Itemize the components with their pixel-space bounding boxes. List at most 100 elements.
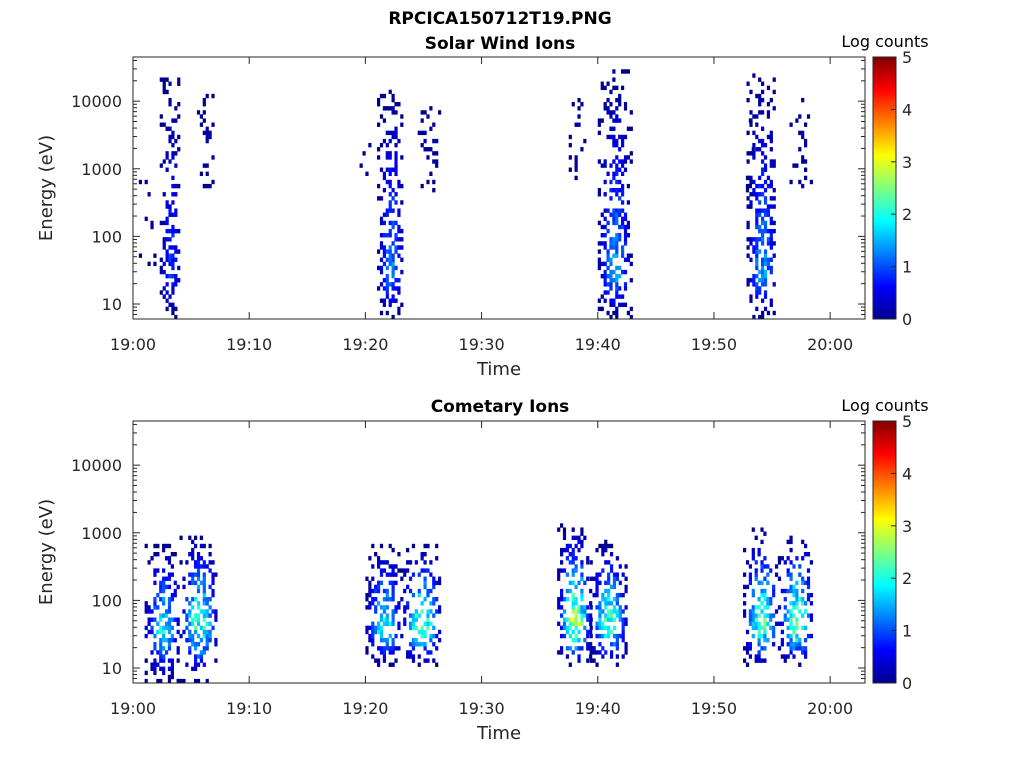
spectrogram-cell (745, 584, 750, 590)
spectrogram-cell (438, 609, 442, 614)
spectrogram-cell (786, 654, 790, 659)
spectrogram-cell (408, 650, 413, 655)
spectrogram-cell (167, 609, 172, 614)
spectrogram-cell (403, 605, 407, 610)
spectrogram-cell (751, 633, 755, 639)
spectrogram-cell (374, 588, 378, 594)
spectrogram-cell (391, 208, 395, 213)
spectrogram-cell (571, 547, 575, 553)
spectrogram-cell (208, 629, 212, 635)
spectrogram-cell (202, 662, 206, 667)
spectrogram-cell (607, 572, 611, 577)
spectrogram-cell (600, 224, 604, 230)
spectrogram-cell (760, 568, 764, 573)
spectrogram-cell (394, 142, 398, 148)
spectrogram-cell (751, 617, 755, 622)
spectrogram-cell (397, 228, 401, 234)
spectrogram-cell (601, 621, 605, 626)
spectrogram-cell (621, 163, 625, 168)
spectrogram-cell (144, 625, 148, 631)
spectrogram-cell (574, 122, 578, 127)
spectrogram-cell (623, 286, 628, 291)
spectrogram-cell (809, 633, 814, 639)
spectrogram-cell (382, 286, 387, 291)
spectrogram-cell (755, 216, 759, 222)
spectrogram-cell (173, 592, 177, 598)
spectrogram-cell (557, 527, 561, 532)
spectrogram-cell (382, 597, 387, 602)
spectrogram-cell (603, 208, 607, 213)
spectrogram-cell (382, 253, 387, 258)
spectrogram-cell (417, 642, 421, 647)
spectrogram-cell (769, 159, 773, 164)
spectrogram-cell (609, 617, 614, 622)
spectrogram-cell (748, 183, 753, 189)
spectrogram-cell (177, 147, 181, 152)
x-axis-ticks: 19:00 19:10 19:20 19:30 19:40 19:50 20:00 (110, 57, 853, 354)
spectrogram-cell (394, 286, 398, 291)
spectrogram-cell (789, 539, 793, 545)
spectrogram-cell (170, 552, 174, 557)
spectrogram-cell (388, 233, 392, 238)
spectrogram-cell (801, 97, 805, 103)
spectrogram-cell (743, 592, 747, 598)
spectrogram-cell (595, 625, 599, 631)
spectrogram-cell (761, 228, 765, 234)
spectrogram-cell (769, 597, 773, 602)
spectrogram-cell (615, 97, 619, 103)
spectrogram-cell (609, 609, 614, 614)
spectrogram-cell (377, 147, 381, 152)
spectrogram-cell (171, 286, 175, 291)
spectrogram-cell (162, 601, 166, 606)
spectrogram-cell (618, 633, 622, 639)
spectrogram-cell (156, 592, 160, 598)
spectrogram-cell (761, 142, 765, 148)
spectrogram-cell (391, 294, 395, 299)
spectrogram-cell (763, 200, 768, 205)
spectrogram-cell (746, 97, 750, 103)
spectrogram-cell (391, 97, 395, 103)
spectrogram-cell (772, 228, 776, 234)
spectrogram-cell (377, 629, 381, 635)
spectrogram-cell (752, 278, 756, 283)
spectrogram-cell (766, 265, 771, 271)
spectrogram-cell (423, 130, 427, 136)
spectrogram-cell (385, 208, 389, 213)
spectrogram-cell (435, 138, 439, 144)
spectrogram-cell (583, 138, 587, 144)
spectrogram-cell (359, 163, 363, 168)
spectrogram-cell (565, 646, 570, 651)
spectrogram-cell (592, 592, 596, 598)
spectrogram-cell (780, 642, 784, 647)
spectrogram-cell (618, 592, 622, 598)
spectrogram-cell (629, 314, 633, 320)
spectrogram-cell (621, 69, 625, 74)
spectrogram-cell (615, 597, 619, 602)
spectrogram-cell (371, 576, 375, 581)
spectrogram-cell (746, 151, 750, 156)
spectrogram-cell (159, 163, 163, 168)
spectrogram-cell (144, 678, 148, 684)
spectrogram-cell (371, 597, 375, 602)
spectrogram-cell (801, 601, 805, 606)
spectrogram-cell (196, 605, 201, 610)
spectrogram-cell (432, 122, 436, 127)
spectrogram-cell (798, 572, 802, 577)
spectrogram-cell (618, 97, 622, 103)
spectrogram-cell (379, 568, 384, 573)
spectrogram-cell (191, 637, 195, 643)
spectrogram-cell (391, 584, 395, 590)
spectrogram-cell (806, 552, 811, 557)
spectrogram-cell (432, 601, 436, 606)
spectrogram-cell (167, 646, 172, 651)
spectrogram-cell (153, 642, 157, 647)
spectrogram-cell (174, 245, 178, 250)
spectrogram-cell (595, 576, 599, 581)
spectrogram-cell (609, 302, 613, 308)
spectrogram-cell (783, 597, 787, 602)
spectrogram-cell (391, 273, 395, 279)
spectrogram-cell (394, 633, 398, 639)
spectrogram-cell (391, 130, 395, 136)
spectrogram-cell (600, 294, 604, 299)
